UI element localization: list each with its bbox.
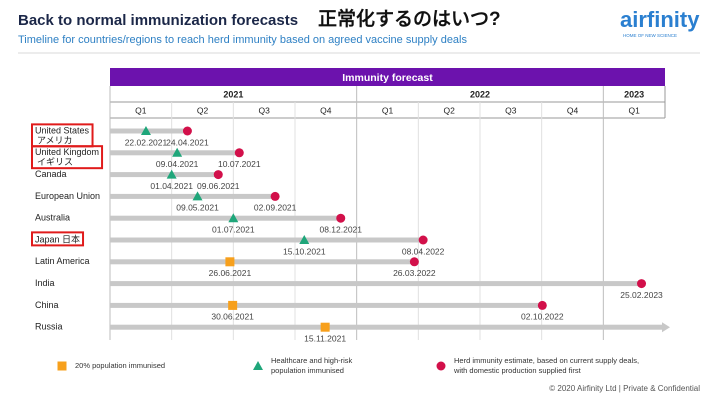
triangle-marker bbox=[228, 213, 239, 223]
triangle-marker bbox=[140, 126, 151, 135]
triangle-marker bbox=[299, 235, 310, 244]
date-label: 26.03.2022 bbox=[393, 268, 436, 278]
legend-label: 20% population immunised bbox=[75, 361, 166, 370]
row-label-jp: アメリカ bbox=[37, 135, 73, 145]
circle-marker bbox=[182, 126, 192, 136]
date-label: 10.07.2021 bbox=[218, 159, 261, 169]
date-label: 15.10.2021 bbox=[283, 246, 326, 256]
square-marker bbox=[57, 361, 67, 371]
timeline-bar bbox=[110, 193, 276, 199]
circle-marker bbox=[637, 279, 647, 289]
row-label: China bbox=[35, 300, 59, 310]
date-label: 09.06.2021 bbox=[197, 181, 240, 191]
quarter-label: Q1 bbox=[135, 105, 147, 115]
date-label: 09.05.2021 bbox=[176, 203, 219, 213]
row-label: Japan 日本 bbox=[35, 233, 80, 244]
date-label: 26.06.2021 bbox=[209, 268, 252, 278]
quarter-label: Q2 bbox=[443, 105, 455, 115]
quarter-label: Q1 bbox=[628, 105, 640, 115]
legend-label: Healthcare and high-risk population immu… bbox=[271, 356, 353, 375]
row-label: United States bbox=[35, 125, 90, 135]
triangle-marker bbox=[192, 191, 203, 201]
row-label: United Kingdom bbox=[35, 147, 99, 157]
year-label: 2021 bbox=[223, 89, 243, 99]
title: Back to normal immunization forecasts bbox=[18, 12, 298, 29]
circle-marker bbox=[537, 300, 547, 310]
square-marker bbox=[320, 322, 330, 332]
date-label: 24.04.2021 bbox=[166, 137, 209, 147]
circle-marker bbox=[336, 213, 346, 223]
row-label: Canada bbox=[35, 169, 67, 179]
date-label: 15.11.2021 bbox=[304, 333, 346, 343]
title-jp: 正常化するのはいつ? bbox=[318, 7, 501, 30]
timeline-arrow bbox=[662, 322, 670, 333]
date-label: 25.02.2023 bbox=[620, 290, 663, 300]
triangle-marker bbox=[253, 361, 263, 370]
quarter-label: Q3 bbox=[258, 105, 270, 115]
date-label: 02.10.2022 bbox=[521, 312, 564, 322]
quarter-label: Q4 bbox=[320, 105, 332, 115]
table-title: Immunity forecast bbox=[342, 72, 433, 84]
logo: airfinity bbox=[620, 7, 700, 32]
year-label: 2022 bbox=[470, 89, 490, 99]
row-label: Russia bbox=[35, 322, 63, 332]
highlight-box bbox=[31, 231, 85, 247]
year-label: 2023 bbox=[624, 89, 644, 99]
date-label: 08.04.2022 bbox=[402, 246, 445, 256]
square-marker bbox=[225, 257, 235, 267]
timeline-bar bbox=[110, 324, 665, 330]
circle-marker bbox=[213, 170, 223, 180]
logo-tagline: HOME OF NEW SCIENCE bbox=[623, 33, 677, 38]
subtitle: Timeline for countries/regions to reach … bbox=[18, 34, 467, 46]
circle-marker bbox=[409, 257, 419, 267]
date-label: 02.09.2021 bbox=[254, 203, 297, 213]
circle-marker bbox=[436, 361, 446, 371]
quarter-label: Q2 bbox=[197, 105, 209, 115]
timeline-bar bbox=[110, 172, 219, 178]
circle-marker bbox=[418, 235, 428, 245]
timeline-bar bbox=[110, 237, 424, 243]
date-label: 01.07.2021 bbox=[212, 224, 255, 234]
quarter-label: Q4 bbox=[567, 105, 579, 115]
timeline-bar bbox=[110, 215, 341, 221]
highlight-box bbox=[31, 145, 104, 170]
row-label: Latin America bbox=[35, 256, 90, 266]
date-label: 08.12.2021 bbox=[319, 224, 362, 234]
timeline-bar bbox=[110, 259, 415, 265]
row-label: Australia bbox=[35, 213, 70, 223]
square-marker bbox=[228, 300, 238, 310]
row-label: European Union bbox=[35, 191, 100, 201]
timeline-bar bbox=[110, 281, 642, 287]
legend-label: Herd immunity estimate, based on current… bbox=[454, 356, 640, 375]
triangle-marker bbox=[166, 169, 177, 179]
date-label: 30.06.2021 bbox=[211, 312, 254, 322]
row-label: India bbox=[35, 278, 55, 288]
date-label: 22.02.2021 bbox=[125, 137, 168, 147]
date-label: 09.04.2021 bbox=[156, 159, 199, 169]
row-label-jp: イギリス bbox=[37, 157, 73, 167]
circle-marker bbox=[270, 191, 280, 201]
circle-marker bbox=[234, 148, 244, 158]
timeline-bar bbox=[110, 302, 543, 308]
quarter-label: Q3 bbox=[505, 105, 517, 115]
footer: © 2020 Airfinity Ltd | Private & Confide… bbox=[549, 384, 700, 393]
quarter-label: Q1 bbox=[382, 105, 394, 115]
date-label: 01.04.2021 bbox=[150, 181, 193, 191]
triangle-marker bbox=[172, 147, 183, 157]
table-title-bar bbox=[110, 68, 665, 86]
